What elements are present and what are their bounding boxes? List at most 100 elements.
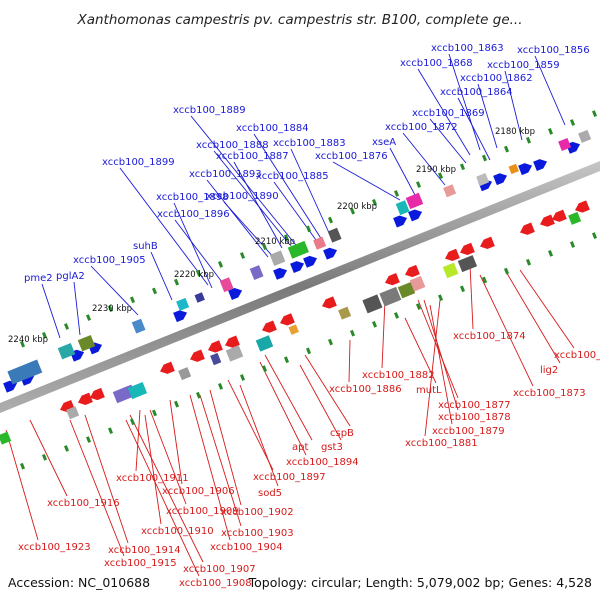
reverse-gene-label: xccb100_1907 — [183, 564, 256, 575]
forward-gene-label: xccb100_1872 — [385, 122, 458, 133]
scale-tick — [262, 365, 267, 372]
forward-gene-arrow — [290, 259, 306, 273]
gene-feature-block — [270, 250, 286, 266]
gene-feature-block — [210, 353, 221, 365]
forward-gene-label: suhB — [133, 241, 158, 252]
scale-tick — [64, 445, 69, 452]
reverse-gene-label: xccb100_1897 — [253, 472, 326, 483]
forward-gene-label: xccb100_1868 — [400, 58, 473, 69]
gene-feature-block — [226, 345, 243, 361]
genome-map: Xanthomonas campestris pv. campestris st… — [0, 0, 600, 600]
reverse-label-line — [349, 340, 350, 382]
genome-backbone — [0, 157, 600, 417]
gene-feature-block — [289, 324, 299, 334]
kbp-label: 2200 kbp — [337, 202, 377, 212]
gene-feature-block — [178, 367, 191, 380]
scale-tick — [548, 128, 553, 135]
forward-gene-label: xccb100_1864 — [440, 87, 513, 98]
forward-gene-label: xccb100_1887 — [216, 151, 289, 162]
scale-tick — [130, 296, 135, 303]
forward-gene-label: xccb100_1885 — [256, 171, 329, 182]
gene-feature-block — [256, 335, 273, 351]
map-title: Xanthomonas campestris pv. campestris st… — [76, 12, 522, 28]
forward-gene-label: xccb100_1889 — [173, 105, 246, 116]
forward-gene-label: xccb100_1888 — [196, 140, 269, 151]
reverse-label-line — [70, 420, 124, 556]
forward-gene-label: xccb100_1893 — [189, 169, 262, 180]
scale-tick — [394, 190, 399, 197]
forward-gene-label: xccb100_1862 — [460, 73, 533, 84]
reverse-gene-label: mutL — [416, 385, 442, 396]
scale-tick — [504, 268, 509, 275]
forward-gene-arrow — [323, 246, 339, 260]
forward-label-line — [120, 168, 208, 285]
scale-tick — [548, 250, 553, 257]
reverse-gene-label: xccb100_1911 — [116, 473, 189, 484]
gene-feature-block — [195, 292, 205, 302]
scale-tick — [482, 155, 487, 162]
reverse-gene-label: xccb100_1874 — [453, 331, 526, 342]
scale-tick — [526, 259, 531, 266]
forward-gene-label: xccb100_1883 — [273, 138, 346, 149]
forward-label-line — [403, 133, 445, 185]
reverse-label-line — [240, 385, 278, 486]
reverse-gene-label: xccb100_1877 — [438, 400, 511, 411]
reverse-gene-arrow — [278, 313, 295, 328]
kbp-label: 2240 kbp — [8, 335, 48, 345]
forward-gene-label: xccb100_1869 — [412, 108, 485, 119]
reverse-gene-arrow — [478, 237, 495, 252]
reverse-gene-label: xccb100_1879 — [432, 426, 505, 437]
scale-tick — [526, 137, 531, 144]
scale-tick — [570, 241, 575, 248]
scale-tick — [174, 401, 179, 408]
scale-tick — [42, 454, 47, 461]
gene-feature-block — [443, 263, 459, 279]
scale-tick — [240, 252, 245, 259]
reverse-label-line — [30, 420, 67, 496]
forward-gene-label: xseA — [372, 137, 396, 148]
scale-tick — [64, 323, 69, 330]
gene-feature-block — [338, 307, 351, 320]
scale-tick — [328, 339, 333, 346]
forward-gene-label: xccb100_1859 — [487, 60, 560, 71]
gene-feature-block — [176, 298, 189, 311]
kbp-label: 2230 kbp — [92, 304, 132, 314]
reverse-gene-arrow — [188, 350, 205, 365]
reverse-gene-label: xccb100_1908 — [179, 578, 252, 589]
scale-tick — [416, 181, 421, 188]
reverse-gene-label: xccb100_1894 — [286, 457, 359, 468]
gene-feature-block — [328, 228, 342, 243]
forward-gene-label: xccb100_1856 — [517, 45, 590, 56]
reverse-label-line — [265, 355, 312, 440]
scale-tick — [152, 410, 157, 417]
gene-feature-block — [396, 200, 410, 215]
reverse-gene-label: xccb100_1903 — [221, 528, 294, 539]
gene-feature-block — [509, 164, 519, 174]
reverse-label-line — [382, 300, 385, 368]
accession-label: Accession: NC_010688 — [8, 575, 150, 590]
forward-label-line — [390, 148, 415, 195]
forward-gene-label: xccb100_1899 — [102, 157, 175, 168]
scale-tick — [394, 312, 399, 319]
scale-tick — [328, 217, 333, 224]
forward-gene-arrow — [393, 213, 409, 227]
scale-tick — [306, 226, 311, 233]
reverse-label-line — [228, 380, 273, 470]
kbp-label: 2190 kbp — [416, 165, 456, 175]
reverse-label-line — [136, 410, 140, 471]
gene-feature-block — [362, 294, 382, 313]
forward-gene-arrow — [273, 266, 289, 280]
scale-tick — [306, 348, 311, 355]
reverse-gene-arrow — [320, 296, 337, 311]
reverse-gene-arrow — [518, 223, 535, 238]
forward-label-line — [333, 162, 400, 200]
scale-tick — [350, 330, 355, 337]
gene-feature-block — [458, 255, 477, 272]
forward-gene-arrow — [518, 161, 534, 175]
reverse-gene-arrow — [76, 393, 93, 408]
scale-tick — [20, 463, 25, 470]
scale-tick — [438, 294, 443, 301]
scale-tick — [152, 288, 157, 295]
reverse-gene-arrow — [383, 273, 400, 288]
gene-feature-block — [568, 212, 581, 225]
